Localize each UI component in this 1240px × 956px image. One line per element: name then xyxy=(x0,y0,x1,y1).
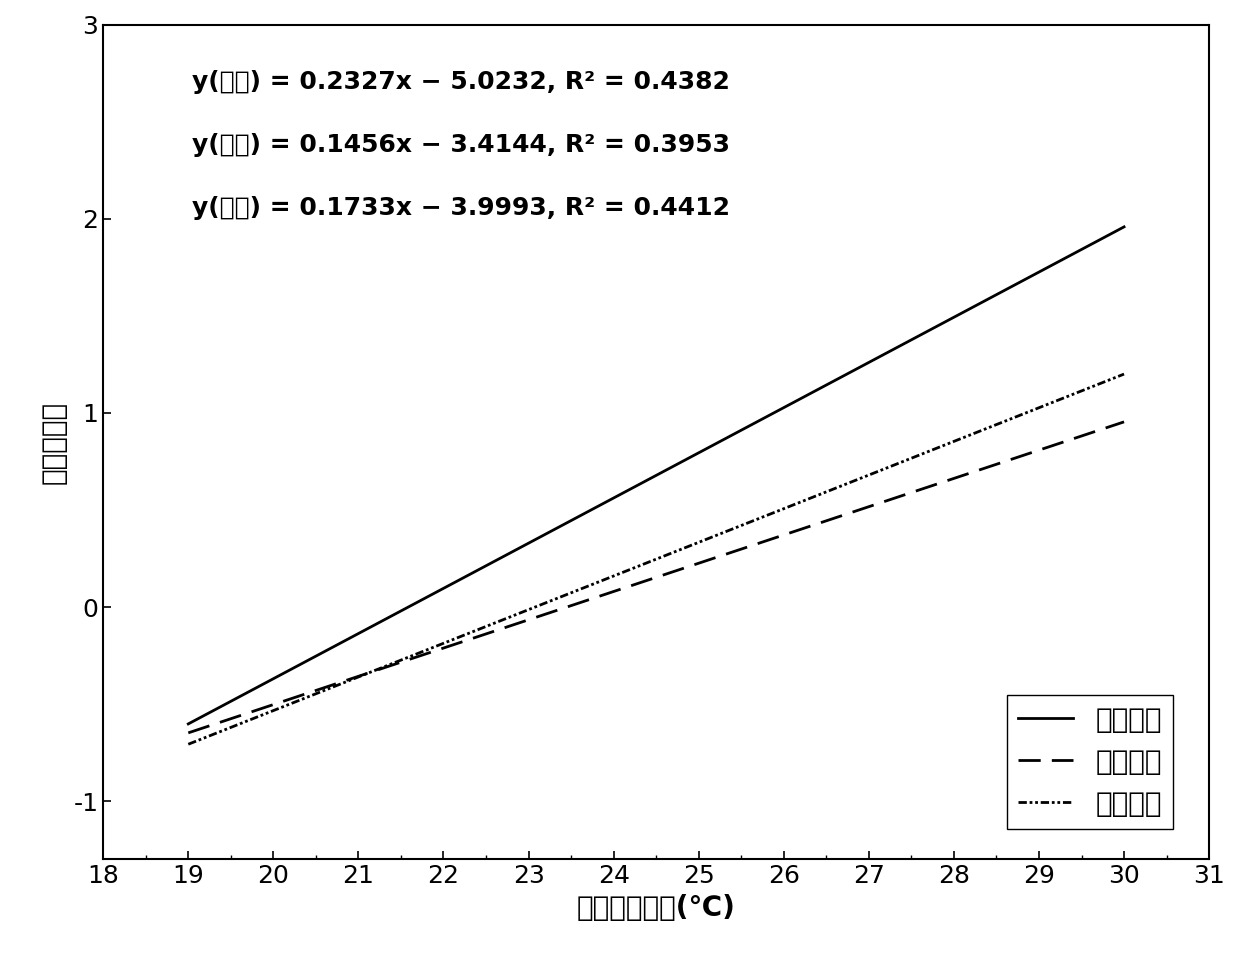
Line: 供暖中期: 供暖中期 xyxy=(188,422,1123,733)
供暖中期 xyxy=(687,559,702,571)
供暖末期 xyxy=(687,538,702,550)
供暖末期 xyxy=(631,560,646,572)
供暖末期 xyxy=(947,435,962,446)
Text: y(末期) = 0.1733x − 3.9993, R² = 0.4412: y(末期) = 0.1733x − 3.9993, R² = 0.4412 xyxy=(192,196,729,220)
供暖末期 xyxy=(181,738,196,750)
供暖初期 xyxy=(687,449,702,461)
供暖中期 xyxy=(947,472,962,484)
供暖末期 xyxy=(738,518,753,530)
X-axis label: 室内空气温度(℃): 室内空气温度(℃) xyxy=(577,894,735,922)
供暖中期 xyxy=(631,577,646,589)
供暖中期 xyxy=(1094,424,1109,435)
Legend: 供暖初期, 供暖中期, 供暖末期: 供暖初期, 供暖中期, 供暖末期 xyxy=(1007,695,1173,829)
供暖初期 xyxy=(631,479,646,490)
供暖末期 xyxy=(625,563,640,575)
供暖初期 xyxy=(181,718,196,729)
供暖中期 xyxy=(181,728,196,739)
Line: 供暖初期: 供暖初期 xyxy=(188,227,1123,724)
供暖末期 xyxy=(1116,368,1131,380)
Text: y(中期) = 0.1456x − 3.4144, R² = 0.3953: y(中期) = 0.1456x − 3.4144, R² = 0.3953 xyxy=(192,133,729,157)
供暖初期 xyxy=(1094,233,1109,245)
Text: y(初期) = 0.2327x − 5.0232, R² = 0.4382: y(初期) = 0.2327x − 5.0232, R² = 0.4382 xyxy=(192,71,729,95)
Y-axis label: 平均热感觉: 平均热感觉 xyxy=(40,401,68,484)
Line: 供暖末期: 供暖末期 xyxy=(188,374,1123,744)
供暖中期 xyxy=(1116,416,1131,427)
供暖初期 xyxy=(625,482,640,493)
供暖末期 xyxy=(1094,378,1109,389)
供暖初期 xyxy=(947,311,962,322)
供暖初期 xyxy=(738,423,753,434)
供暖初期 xyxy=(1116,221,1131,232)
供暖中期 xyxy=(738,542,753,554)
供暖中期 xyxy=(625,579,640,591)
